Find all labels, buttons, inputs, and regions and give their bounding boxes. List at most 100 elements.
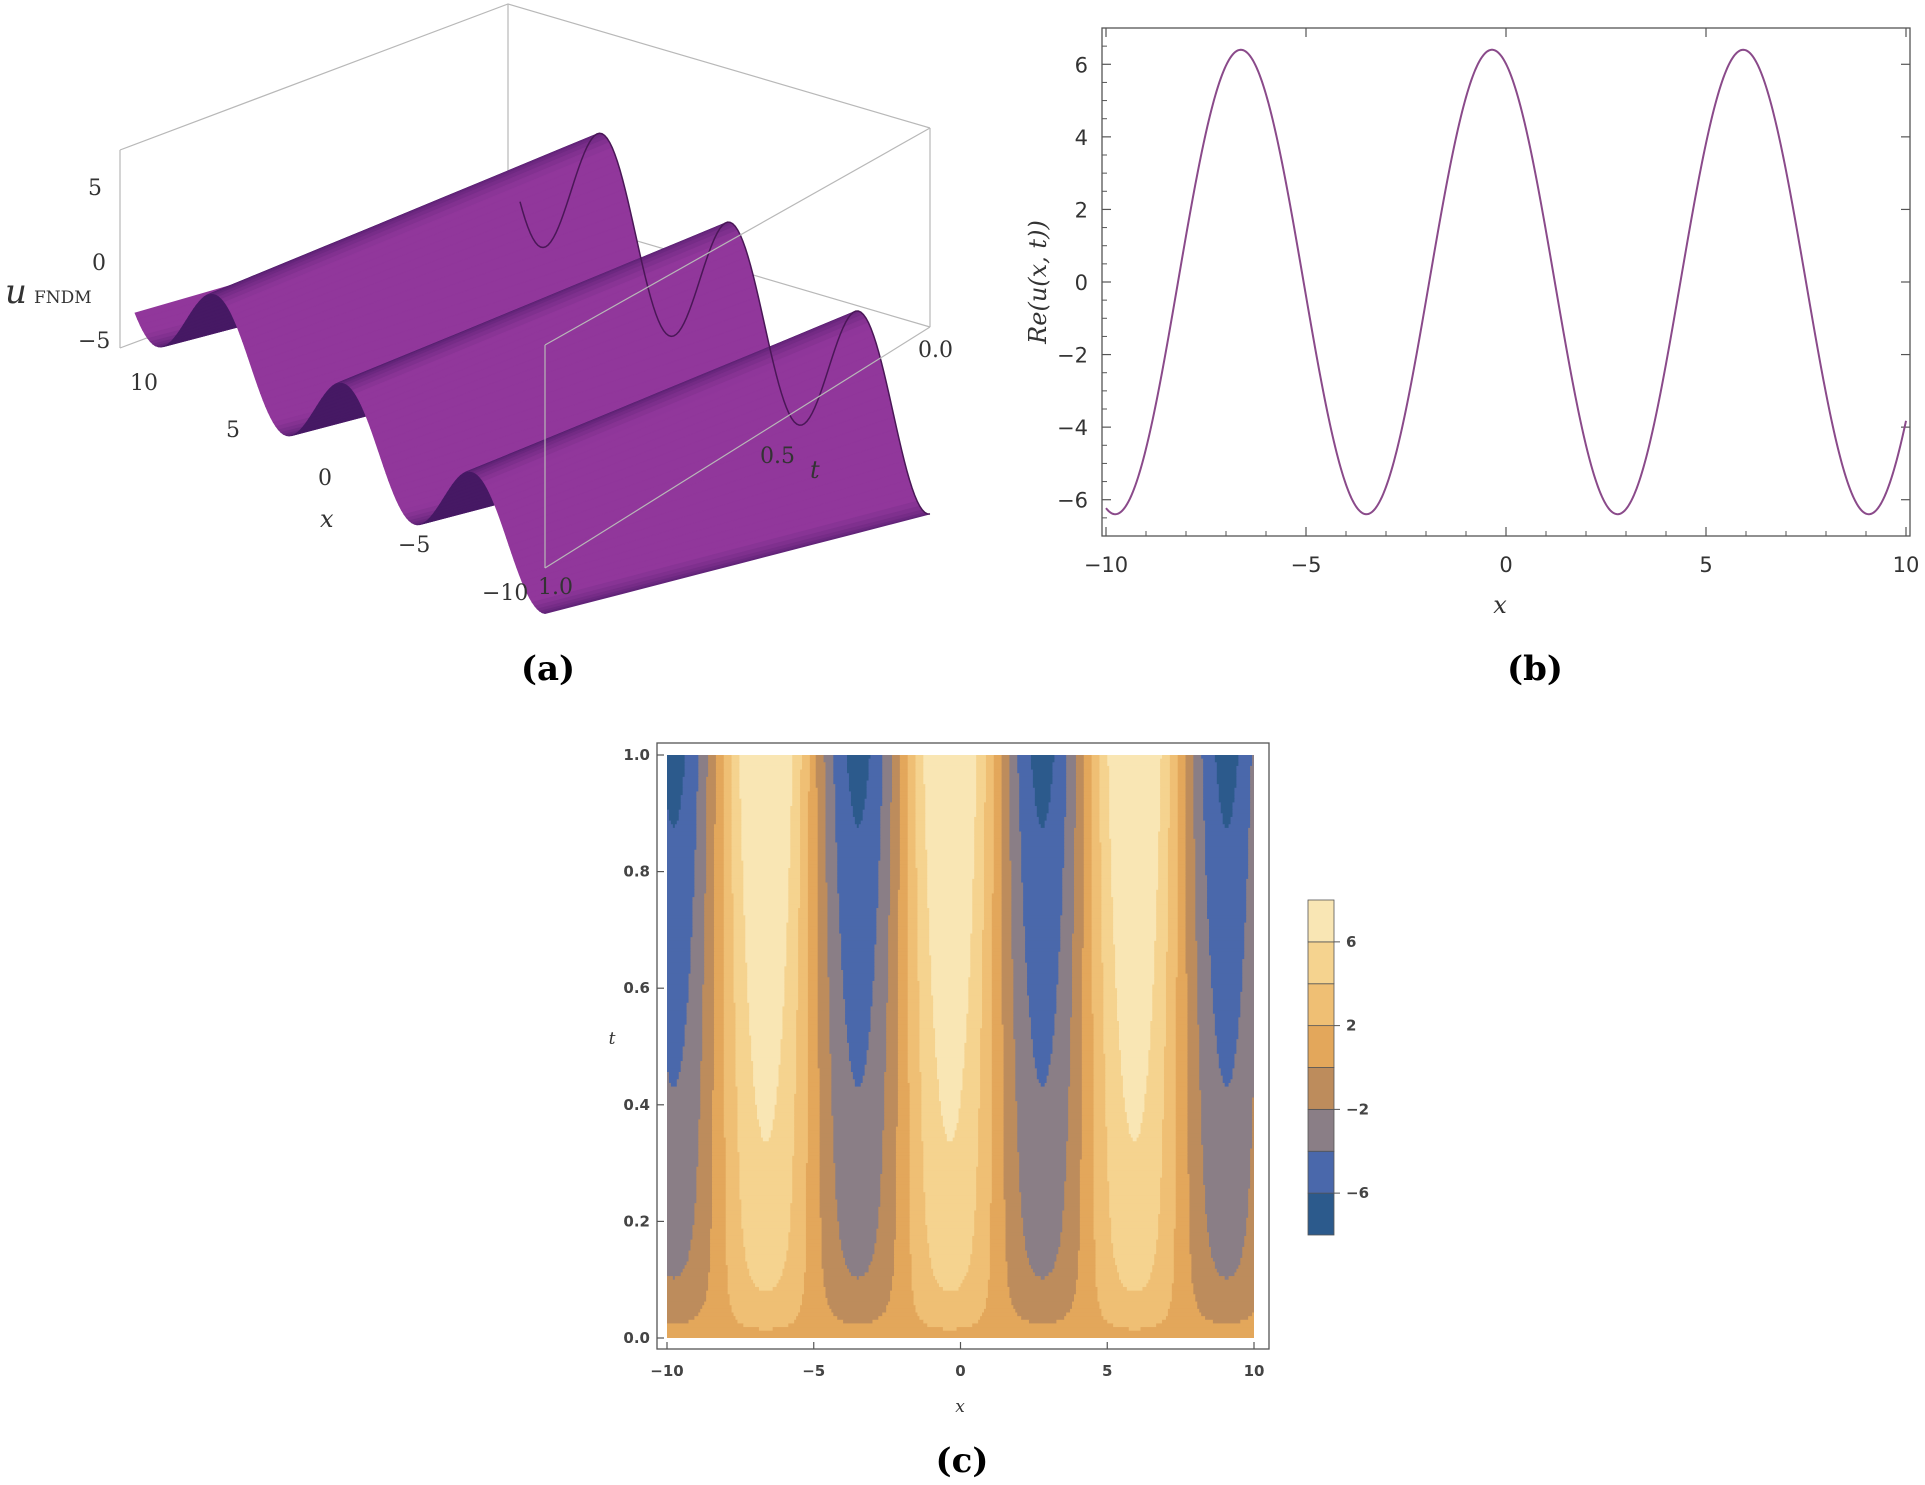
contour-band-cell [1052, 765, 1067, 771]
contour-band-cell [1036, 806, 1050, 811]
contour-band-cell [991, 1166, 1005, 1171]
contour-band-cell [917, 944, 930, 949]
contour-band-cell [706, 820, 717, 825]
contour-band-cell [667, 915, 694, 920]
contour-band-cell [807, 842, 819, 847]
contour-band-cell [1218, 1053, 1236, 1059]
contour-band-cell [1244, 929, 1254, 935]
contour-band-cell [817, 889, 829, 895]
contour-band-cell [1093, 1068, 1106, 1073]
contour-band-cell [1175, 1002, 1189, 1008]
contour-band-cell [1034, 1057, 1052, 1062]
contour-band-cell [991, 1061, 1005, 1066]
contour-band-cell [970, 944, 983, 949]
contour-band-cell [1201, 1097, 1253, 1102]
contour-band-cell [702, 1020, 715, 1026]
contour-band-cell [921, 1123, 944, 1128]
contour-band-cell [798, 966, 809, 971]
contour-band-cell [927, 889, 973, 895]
contour-band-cell [1167, 915, 1179, 920]
contour-band-cell [1214, 1024, 1239, 1029]
contour-band-cell [1248, 1188, 1254, 1193]
contour-band-cell [1244, 933, 1254, 938]
contour-band-cell [1107, 1166, 1163, 1171]
contour-band-cell [817, 1035, 830, 1040]
contour-band-cell [1238, 1035, 1254, 1040]
contour-band-cell [886, 1050, 899, 1055]
contour-band-cell [733, 966, 748, 971]
contour-band-cell [993, 780, 1003, 785]
contour-band-cell [876, 926, 889, 931]
contour-band-cell [843, 984, 874, 989]
contour-band-cell [712, 1133, 725, 1139]
contour-band-cell [1001, 1010, 1014, 1015]
contour-band-cell [985, 758, 995, 763]
contour-band-cell [667, 784, 684, 789]
contour-band-cell [935, 1042, 966, 1048]
contour-band-cell [690, 940, 705, 946]
contour-band-cell [1160, 1203, 1177, 1208]
contour-band-cell [864, 1068, 887, 1073]
contour-band-cell [962, 1082, 981, 1088]
contour-band-cell [807, 973, 819, 978]
contour-band-cell [882, 1155, 897, 1161]
contour-band-cell [1019, 776, 1034, 782]
contour-band-cell [815, 755, 825, 760]
contour-band-cell [1025, 929, 1061, 935]
contour-band-cell [731, 755, 740, 760]
contour-band-cell [1058, 977, 1073, 982]
contour-band-cell [807, 791, 819, 796]
contour-band-cell [1099, 820, 1110, 825]
contour-band-cell [1017, 1148, 1067, 1153]
contour-band-cell [1011, 893, 1024, 898]
contour-band-cell [817, 835, 827, 840]
contour-band-cell [1011, 937, 1026, 942]
contour-band-cell [723, 1108, 739, 1113]
contour-band-cell [776, 1097, 795, 1102]
contour-band-cell [1162, 1133, 1177, 1139]
contour-band-cell [882, 1152, 897, 1157]
contour-band-cell [1207, 1214, 1249, 1219]
contour-band-cell [976, 765, 987, 771]
contour-band-cell [1203, 813, 1224, 818]
z-axis-label-sub: FNDM [34, 288, 92, 308]
contour-band-cell [982, 1024, 993, 1029]
contour-band-cell [841, 966, 875, 971]
contour-band-cell [884, 1082, 899, 1088]
contour-band-cell [1099, 809, 1110, 814]
contour-band-cell [1193, 762, 1204, 767]
contour-band-cell [835, 798, 852, 803]
contour-band-cell [833, 1119, 885, 1124]
contour-band-cell [1099, 798, 1110, 803]
contour-band-cell [1250, 1184, 1254, 1190]
contour-band-cell [1203, 762, 1218, 767]
contour-band-cell [667, 1163, 699, 1168]
contour-band-cell [837, 860, 879, 865]
contour-band-cell [723, 995, 735, 1000]
contour-band-cell [993, 802, 1003, 807]
contour-band-cell [792, 1155, 809, 1161]
contour-band-cell [888, 991, 899, 997]
contour-band-cell [1054, 1028, 1071, 1033]
contour-band-cell [1091, 871, 1102, 876]
contour-band-cell [1163, 1082, 1177, 1088]
contour-band-cell [976, 1166, 993, 1171]
contour-band-cell [1023, 908, 1063, 913]
contour-band-cell [1001, 816, 1011, 822]
contour-band-cell [1099, 835, 1110, 840]
contour-band-cell [841, 955, 875, 960]
contour-band-cell [1203, 1144, 1253, 1150]
contour-band-cell [933, 999, 969, 1004]
contour-band-cell [919, 995, 934, 1000]
contour-band-cell [1109, 1181, 1161, 1186]
contour-band-cell [1066, 1159, 1081, 1164]
contour-band-cell [927, 857, 975, 862]
contour-band-cell [723, 915, 735, 920]
contour-band-cell [1009, 809, 1020, 814]
contour-band-cell [1103, 1046, 1120, 1051]
contour-band-cell [1246, 918, 1254, 924]
contour-band-cell [753, 1064, 780, 1069]
contour-band-cell [807, 1039, 819, 1044]
contour-band-cell [1099, 824, 1110, 829]
contour-band-cell [817, 860, 827, 865]
